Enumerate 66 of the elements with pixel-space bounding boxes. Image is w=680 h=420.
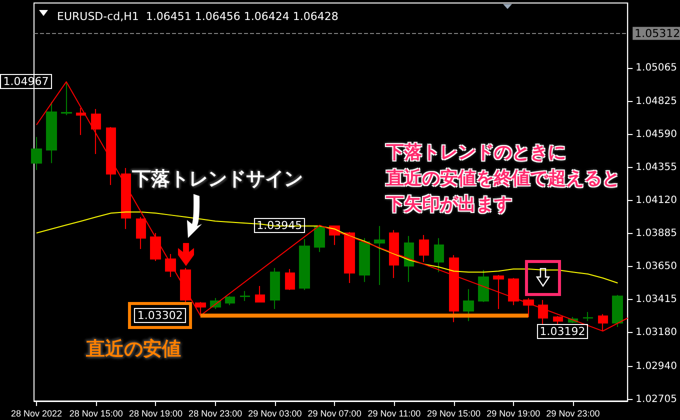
candlestick (553, 316, 563, 325)
candlestick (583, 311, 593, 322)
annotation: 下落トレンドサイン (132, 167, 303, 192)
candlestick (314, 224, 325, 252)
candlestick (359, 238, 370, 283)
candlestick (404, 235, 414, 283)
annotation: 下矢印が出ます (386, 193, 512, 217)
candlestick (434, 238, 444, 273)
candlestick (270, 268, 280, 310)
candlestick (523, 298, 534, 318)
y-tick-label: 1.04825 (636, 96, 678, 108)
y-tick-label: 1.03650 (636, 261, 678, 272)
candlestick (180, 268, 191, 304)
candlestick (374, 226, 385, 286)
x-tick-label: 29 Nov 03:00 (248, 408, 302, 418)
candlestick (91, 108, 101, 154)
candlestick (195, 301, 206, 316)
x-tick-label: 29 Nov 23:00 (546, 408, 600, 418)
annotation: 直近の安値を終値で超えると (386, 167, 620, 191)
x-tick-label: 28 Nov 19:00 (128, 408, 182, 418)
y-tick-label: 1.04355 (636, 162, 678, 174)
candlestick (508, 277, 519, 306)
candlestick (285, 268, 295, 291)
candlestick (419, 234, 429, 262)
candlestick (136, 216, 146, 250)
x-tick-label: 28 Nov 23:00 (188, 408, 242, 418)
candlestick (344, 232, 355, 284)
text: EURUSD-cd,H1 1.06451 1.06456 1.06424 1.06428 (57, 10, 338, 23)
y-tick-label: 1.04590 (636, 129, 678, 140)
y-tick-label: 1.03885 (636, 228, 678, 240)
x-tick-label: 28 Nov 2022 (10, 408, 62, 418)
y-tick-label: 1.02705 (636, 394, 678, 405)
x-tick-label: 29 Nov 07:00 (308, 408, 362, 418)
y-tick-label: 1.05065 (636, 62, 678, 74)
x-tick-label: 28 Nov 15:00 (69, 408, 123, 418)
candlestick (299, 238, 310, 291)
y-tick-label: 1.03180 (636, 327, 678, 338)
candlestick (31, 136, 42, 170)
annotation: 1.03302 (134, 308, 186, 324)
x-tick-label: 29 Nov 15:00 (427, 408, 481, 418)
candlestick (463, 288, 474, 322)
candlestick (165, 253, 176, 278)
y-tick-label: 1.04120 (636, 195, 678, 206)
ref-line-label: 1.05312 (634, 26, 680, 40)
x-tick-label: 29 Nov 19:00 (486, 408, 540, 418)
candlestick (150, 232, 161, 262)
candlestick (61, 81, 72, 116)
candlestick (493, 274, 504, 310)
candlestick (76, 108, 86, 136)
candlestick (106, 126, 116, 186)
candlestick (255, 285, 265, 302)
candlestick (612, 294, 623, 328)
annotation: 下落トレンドのときに (386, 141, 566, 165)
x-tick-label: 29 Nov 11:00 (368, 408, 421, 418)
annotation: 直近の安値 (86, 337, 181, 362)
candlestick (538, 300, 548, 326)
annotation: 1.03192 (536, 324, 588, 339)
candlestick (46, 102, 57, 164)
candlestick (240, 290, 250, 302)
candlestick (121, 168, 131, 230)
candlestick (225, 296, 235, 306)
candlestick (449, 254, 459, 323)
candlestick (478, 269, 489, 302)
candlestick (389, 230, 399, 278)
y-tick-label: 1.03415 (636, 294, 678, 306)
y-tick-label: 1.02940 (636, 360, 678, 372)
